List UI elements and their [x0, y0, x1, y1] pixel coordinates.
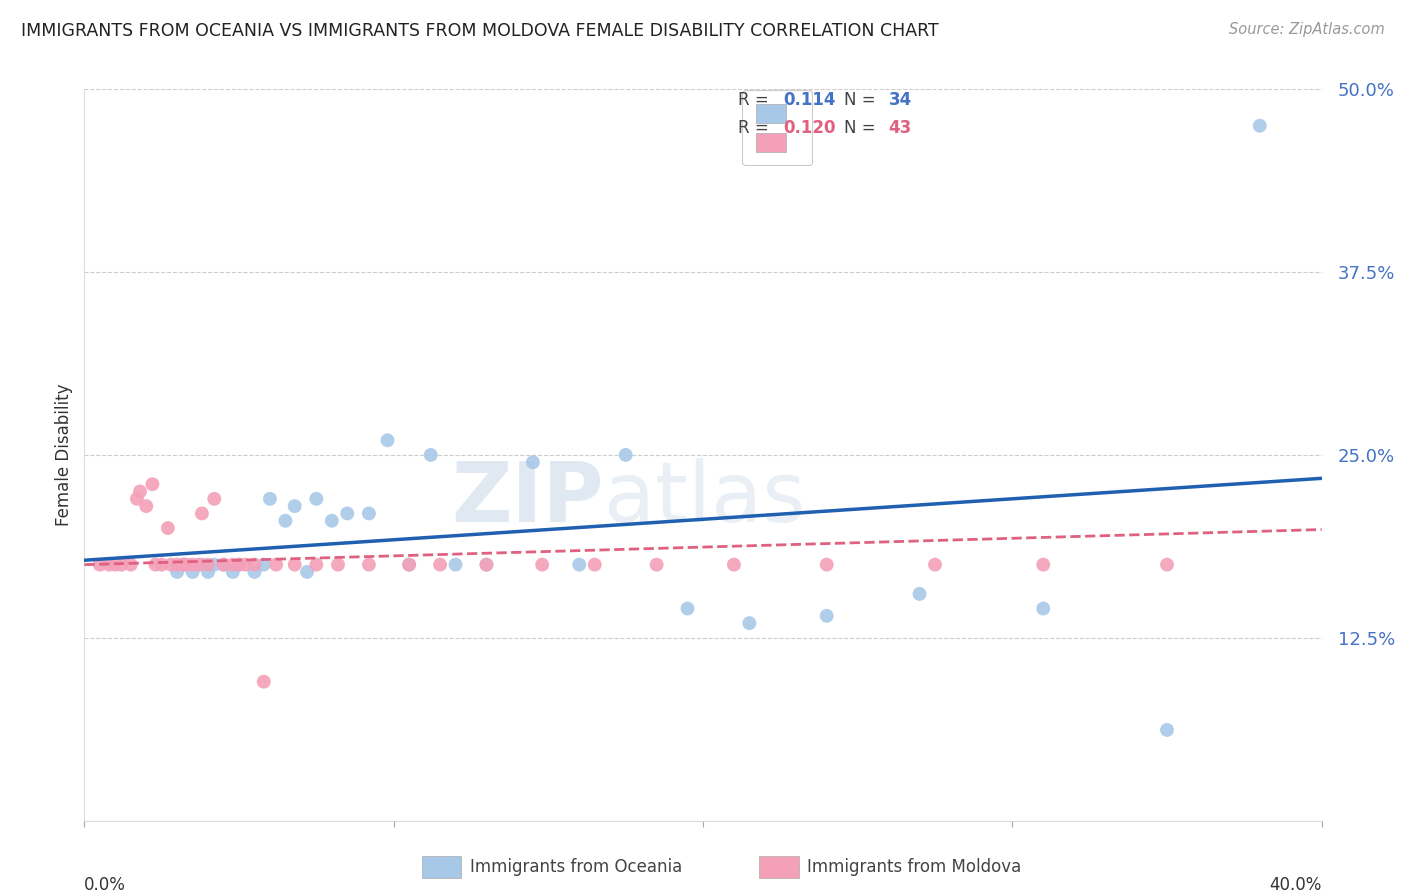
Point — [98, 558, 121, 572]
Text: 0.0%: 0.0% — [84, 876, 127, 892]
Point — [676, 601, 699, 615]
Point — [233, 558, 256, 572]
Point — [568, 558, 591, 572]
Point — [202, 491, 225, 506]
Point — [429, 558, 451, 572]
Point — [475, 558, 498, 572]
Text: R =: R = — [738, 91, 775, 109]
Point — [243, 558, 266, 572]
Point — [202, 558, 225, 572]
Point — [531, 558, 554, 572]
Point — [357, 507, 380, 521]
Point — [172, 558, 194, 572]
Point — [228, 558, 250, 572]
Text: 0.120: 0.120 — [783, 119, 835, 136]
Point — [150, 558, 173, 572]
Point — [815, 558, 838, 572]
Point — [110, 558, 132, 572]
Text: IMMIGRANTS FROM OCEANIA VS IMMIGRANTS FROM MOLDOVA FEMALE DISABILITY CORRELATION: IMMIGRANTS FROM OCEANIA VS IMMIGRANTS FR… — [21, 22, 939, 40]
Point — [522, 455, 544, 469]
Point — [191, 507, 214, 521]
Point — [357, 558, 380, 572]
Point — [305, 558, 328, 572]
Point — [264, 558, 287, 572]
Point — [253, 674, 276, 689]
Point — [1249, 119, 1271, 133]
Point — [253, 558, 276, 572]
Point — [89, 558, 111, 572]
Text: ZIP: ZIP — [451, 458, 605, 540]
Point — [908, 587, 931, 601]
Text: 34: 34 — [889, 91, 912, 109]
Point — [141, 477, 163, 491]
Point — [1156, 723, 1178, 737]
Point — [222, 558, 245, 572]
Text: N =: N = — [844, 119, 880, 136]
Point — [156, 521, 179, 535]
Point — [444, 558, 467, 572]
Point — [475, 558, 498, 572]
Point — [284, 499, 307, 513]
Point — [228, 558, 250, 572]
Point — [1032, 558, 1054, 572]
Legend: , : , — [742, 90, 813, 165]
Text: atlas: atlas — [605, 458, 806, 540]
Point — [135, 499, 157, 513]
Y-axis label: Female Disability: Female Disability — [55, 384, 73, 526]
Point — [305, 491, 328, 506]
Point — [614, 448, 637, 462]
Point — [166, 565, 188, 579]
Point — [160, 558, 183, 572]
Point — [274, 514, 297, 528]
Point — [181, 565, 204, 579]
Point — [187, 558, 209, 572]
Text: 0.114: 0.114 — [783, 91, 835, 109]
Point — [243, 565, 266, 579]
Point — [222, 565, 245, 579]
Point — [1032, 601, 1054, 615]
Point — [419, 448, 441, 462]
Point — [212, 558, 235, 572]
Point — [120, 558, 142, 572]
Point — [398, 558, 420, 572]
Point — [336, 507, 359, 521]
Point — [259, 491, 281, 506]
Point — [104, 558, 127, 572]
Point — [326, 558, 349, 572]
Point — [321, 514, 343, 528]
Point — [191, 558, 214, 572]
Point — [738, 616, 761, 631]
Text: 43: 43 — [889, 119, 912, 136]
Point — [284, 558, 307, 572]
Point — [181, 558, 204, 572]
Point — [197, 558, 219, 572]
Point — [145, 558, 167, 572]
Text: Immigrants from Moldova: Immigrants from Moldova — [807, 858, 1021, 876]
Point — [166, 558, 188, 572]
Point — [172, 558, 194, 572]
Point — [197, 565, 219, 579]
Text: Immigrants from Oceania: Immigrants from Oceania — [470, 858, 682, 876]
Point — [583, 558, 606, 572]
Point — [129, 484, 152, 499]
Point — [645, 558, 668, 572]
Point — [377, 434, 399, 448]
Text: R =: R = — [738, 119, 775, 136]
Text: Source: ZipAtlas.com: Source: ZipAtlas.com — [1229, 22, 1385, 37]
Point — [295, 565, 318, 579]
Point — [212, 558, 235, 572]
Point — [125, 491, 148, 506]
Point — [723, 558, 745, 572]
Point — [815, 608, 838, 623]
Point — [176, 558, 198, 572]
Point — [398, 558, 420, 572]
Text: N =: N = — [844, 91, 880, 109]
Point — [1156, 558, 1178, 572]
Text: 40.0%: 40.0% — [1270, 876, 1322, 892]
Point — [924, 558, 946, 572]
